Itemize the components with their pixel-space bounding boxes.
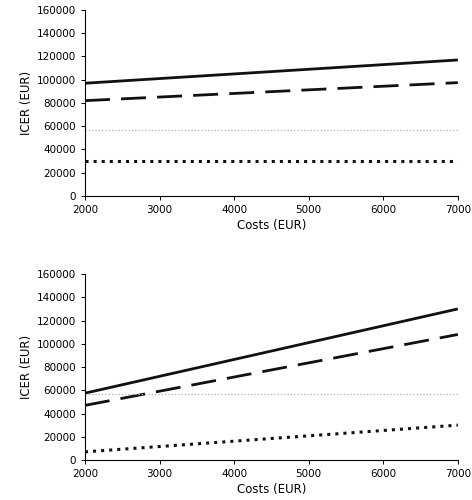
X-axis label: Costs (EUR): Costs (EUR) xyxy=(237,483,306,496)
X-axis label: Costs (EUR): Costs (EUR) xyxy=(237,219,306,232)
Y-axis label: ICER (EUR): ICER (EUR) xyxy=(19,335,33,399)
Y-axis label: ICER (EUR): ICER (EUR) xyxy=(19,71,33,135)
